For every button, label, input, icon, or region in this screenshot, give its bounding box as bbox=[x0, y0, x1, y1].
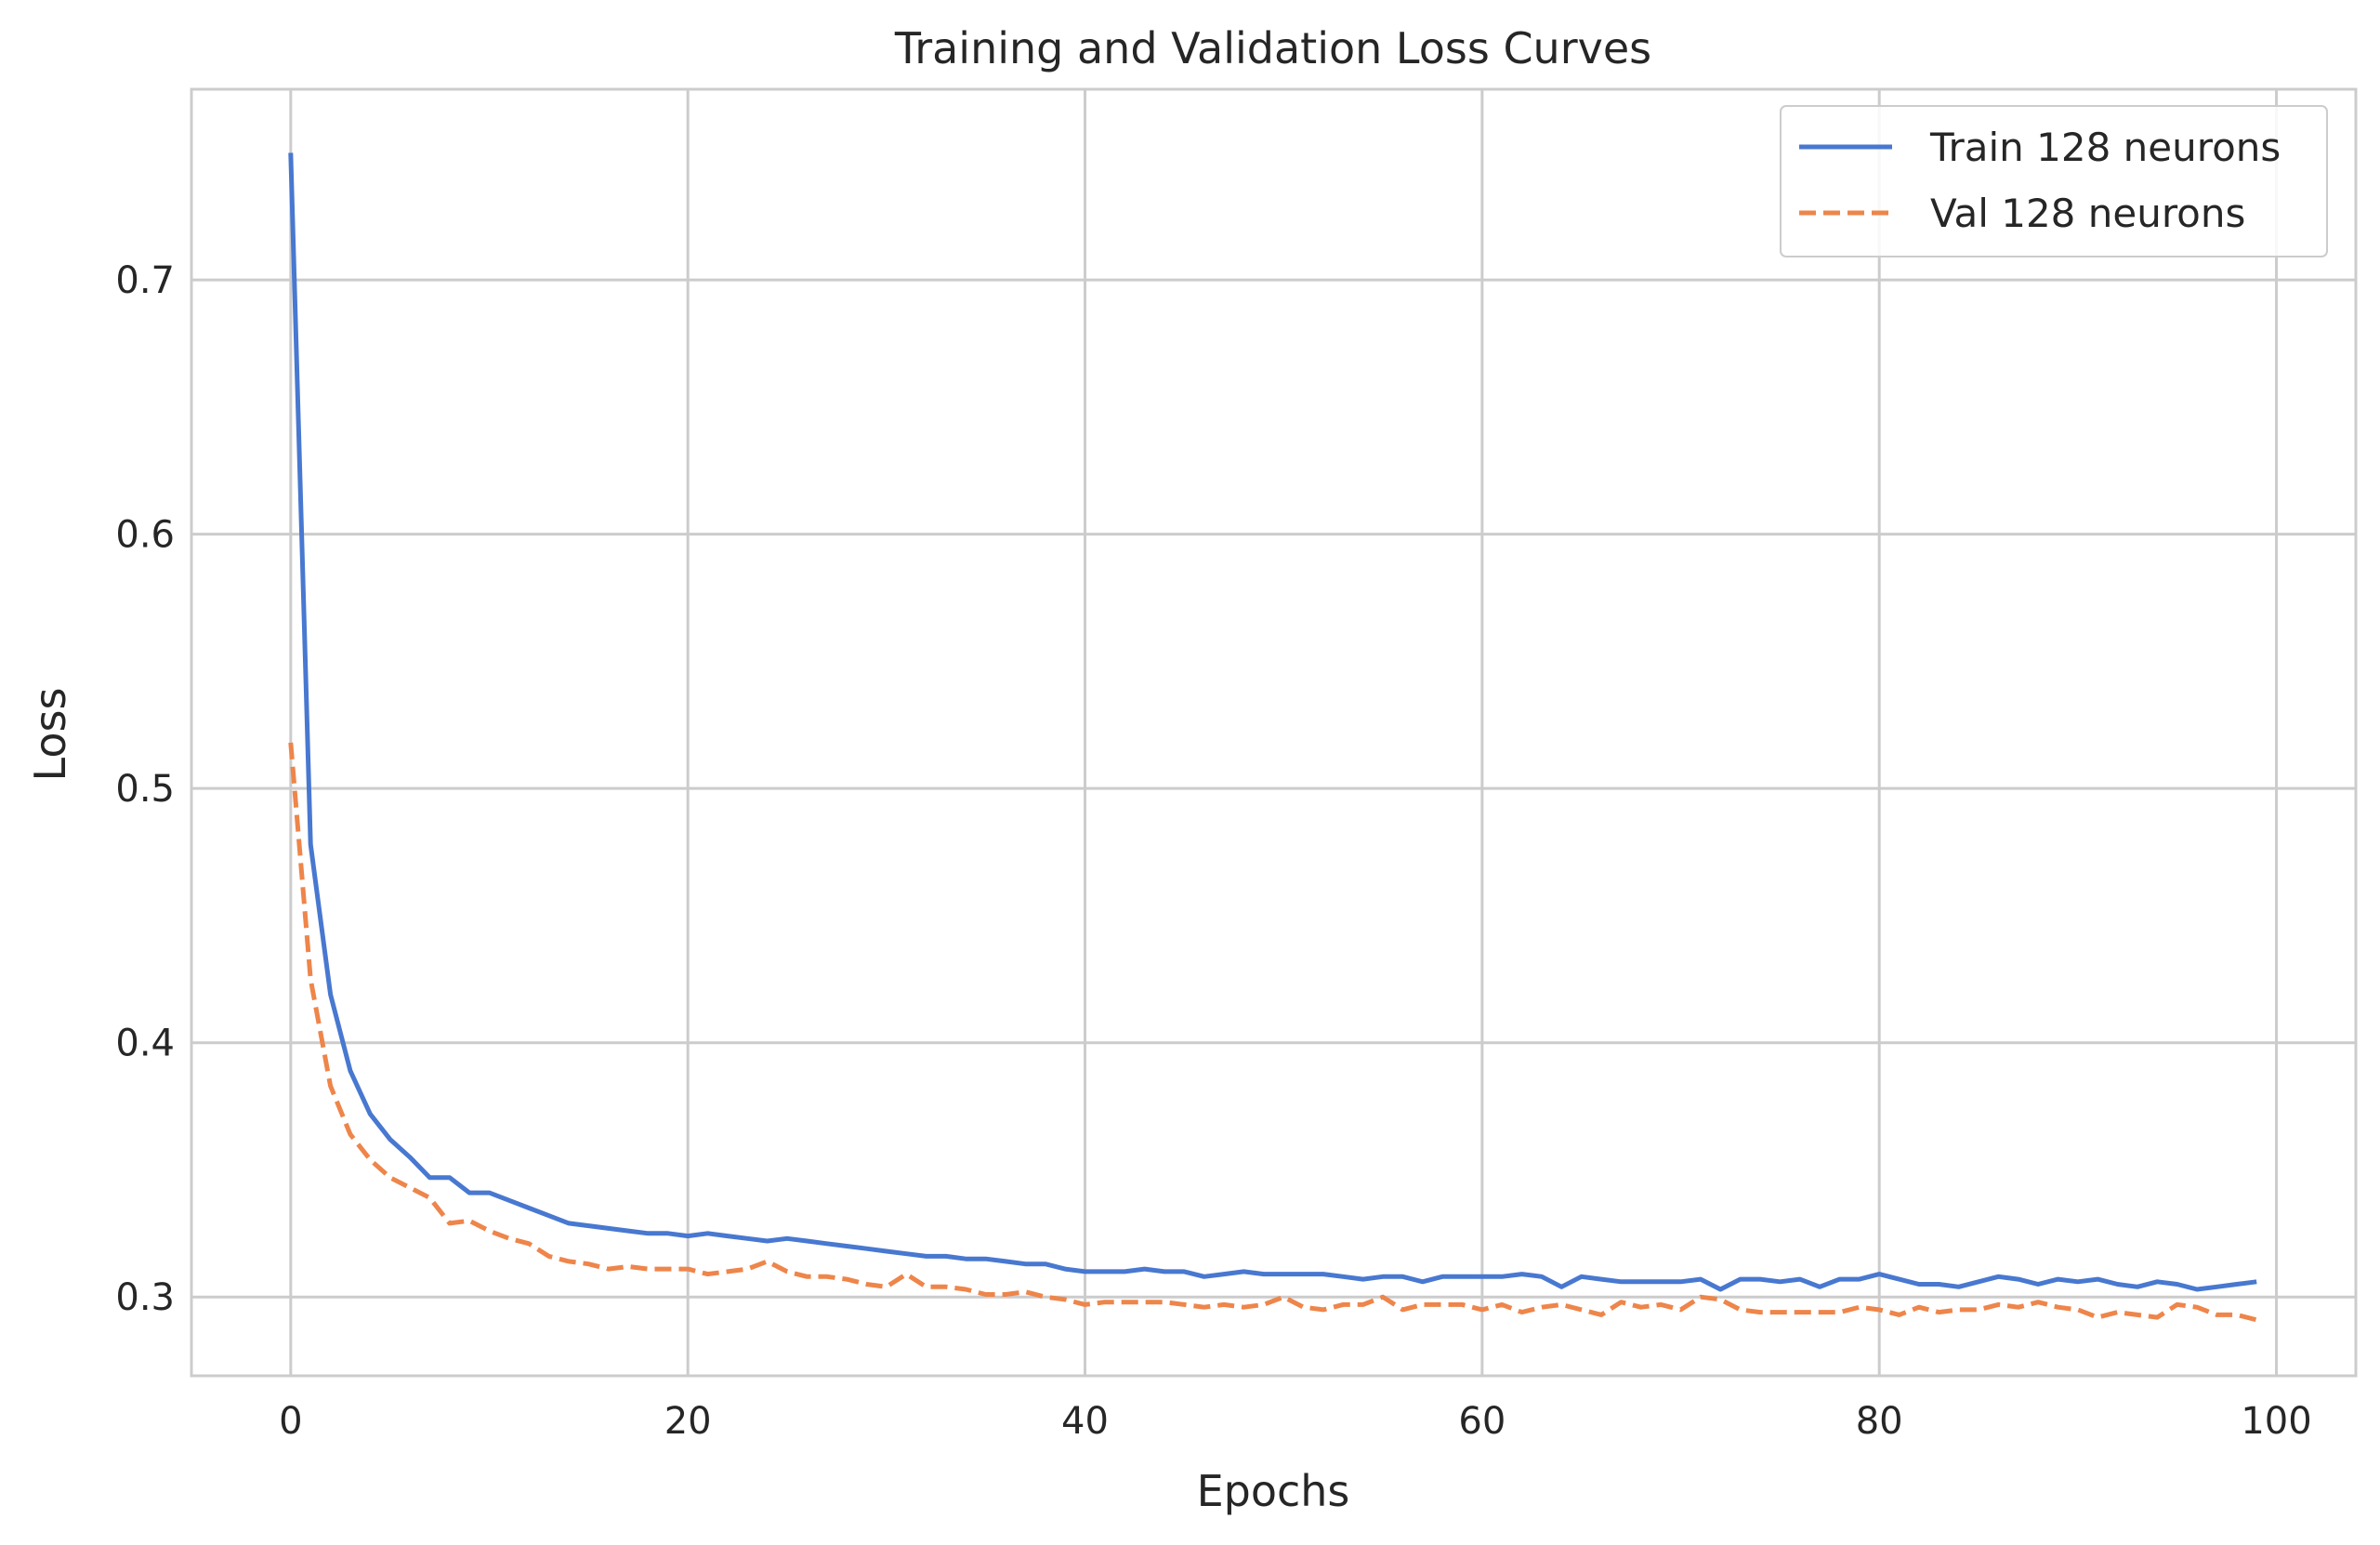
x-tick-label: 20 bbox=[664, 1400, 712, 1443]
grid bbox=[191, 89, 2356, 1376]
y-tick-label: 0.3 bbox=[115, 1276, 175, 1319]
legend-box bbox=[1780, 105, 2328, 258]
x-tick-label: 40 bbox=[1061, 1400, 1109, 1443]
val-loss-line bbox=[288, 742, 2257, 1323]
x-tick-label: 60 bbox=[1458, 1400, 1506, 1443]
legend-label-train: Train 128 neurons bbox=[1929, 125, 2281, 170]
x-tick-label: 80 bbox=[1856, 1400, 1903, 1443]
y-axis-label: Loss bbox=[25, 688, 75, 782]
x-axis-label: Epochs bbox=[1197, 1466, 1350, 1516]
train-loss-line bbox=[288, 152, 2257, 1292]
legend: Train 128 neurons Val 128 neurons bbox=[1780, 105, 2328, 258]
x-tick-label: 100 bbox=[2241, 1400, 2311, 1443]
y-tick-label: 0.4 bbox=[115, 1023, 175, 1065]
series-lines bbox=[288, 152, 2257, 1323]
y-tick-label: 0.7 bbox=[115, 259, 175, 302]
y-tick-label: 0.5 bbox=[115, 768, 175, 811]
x-tick-label: 0 bbox=[279, 1400, 302, 1443]
chart-title: Training and Validation Loss Curves bbox=[894, 23, 1651, 73]
axes-frame bbox=[190, 87, 2358, 1378]
y-tick-label: 0.6 bbox=[115, 514, 175, 557]
tick-labels: 0 20 40 60 80 100 0.3 0.4 0.5 0.6 0.7 bbox=[115, 259, 2311, 1443]
legend-label-val: Val 128 neurons bbox=[1930, 191, 2245, 236]
